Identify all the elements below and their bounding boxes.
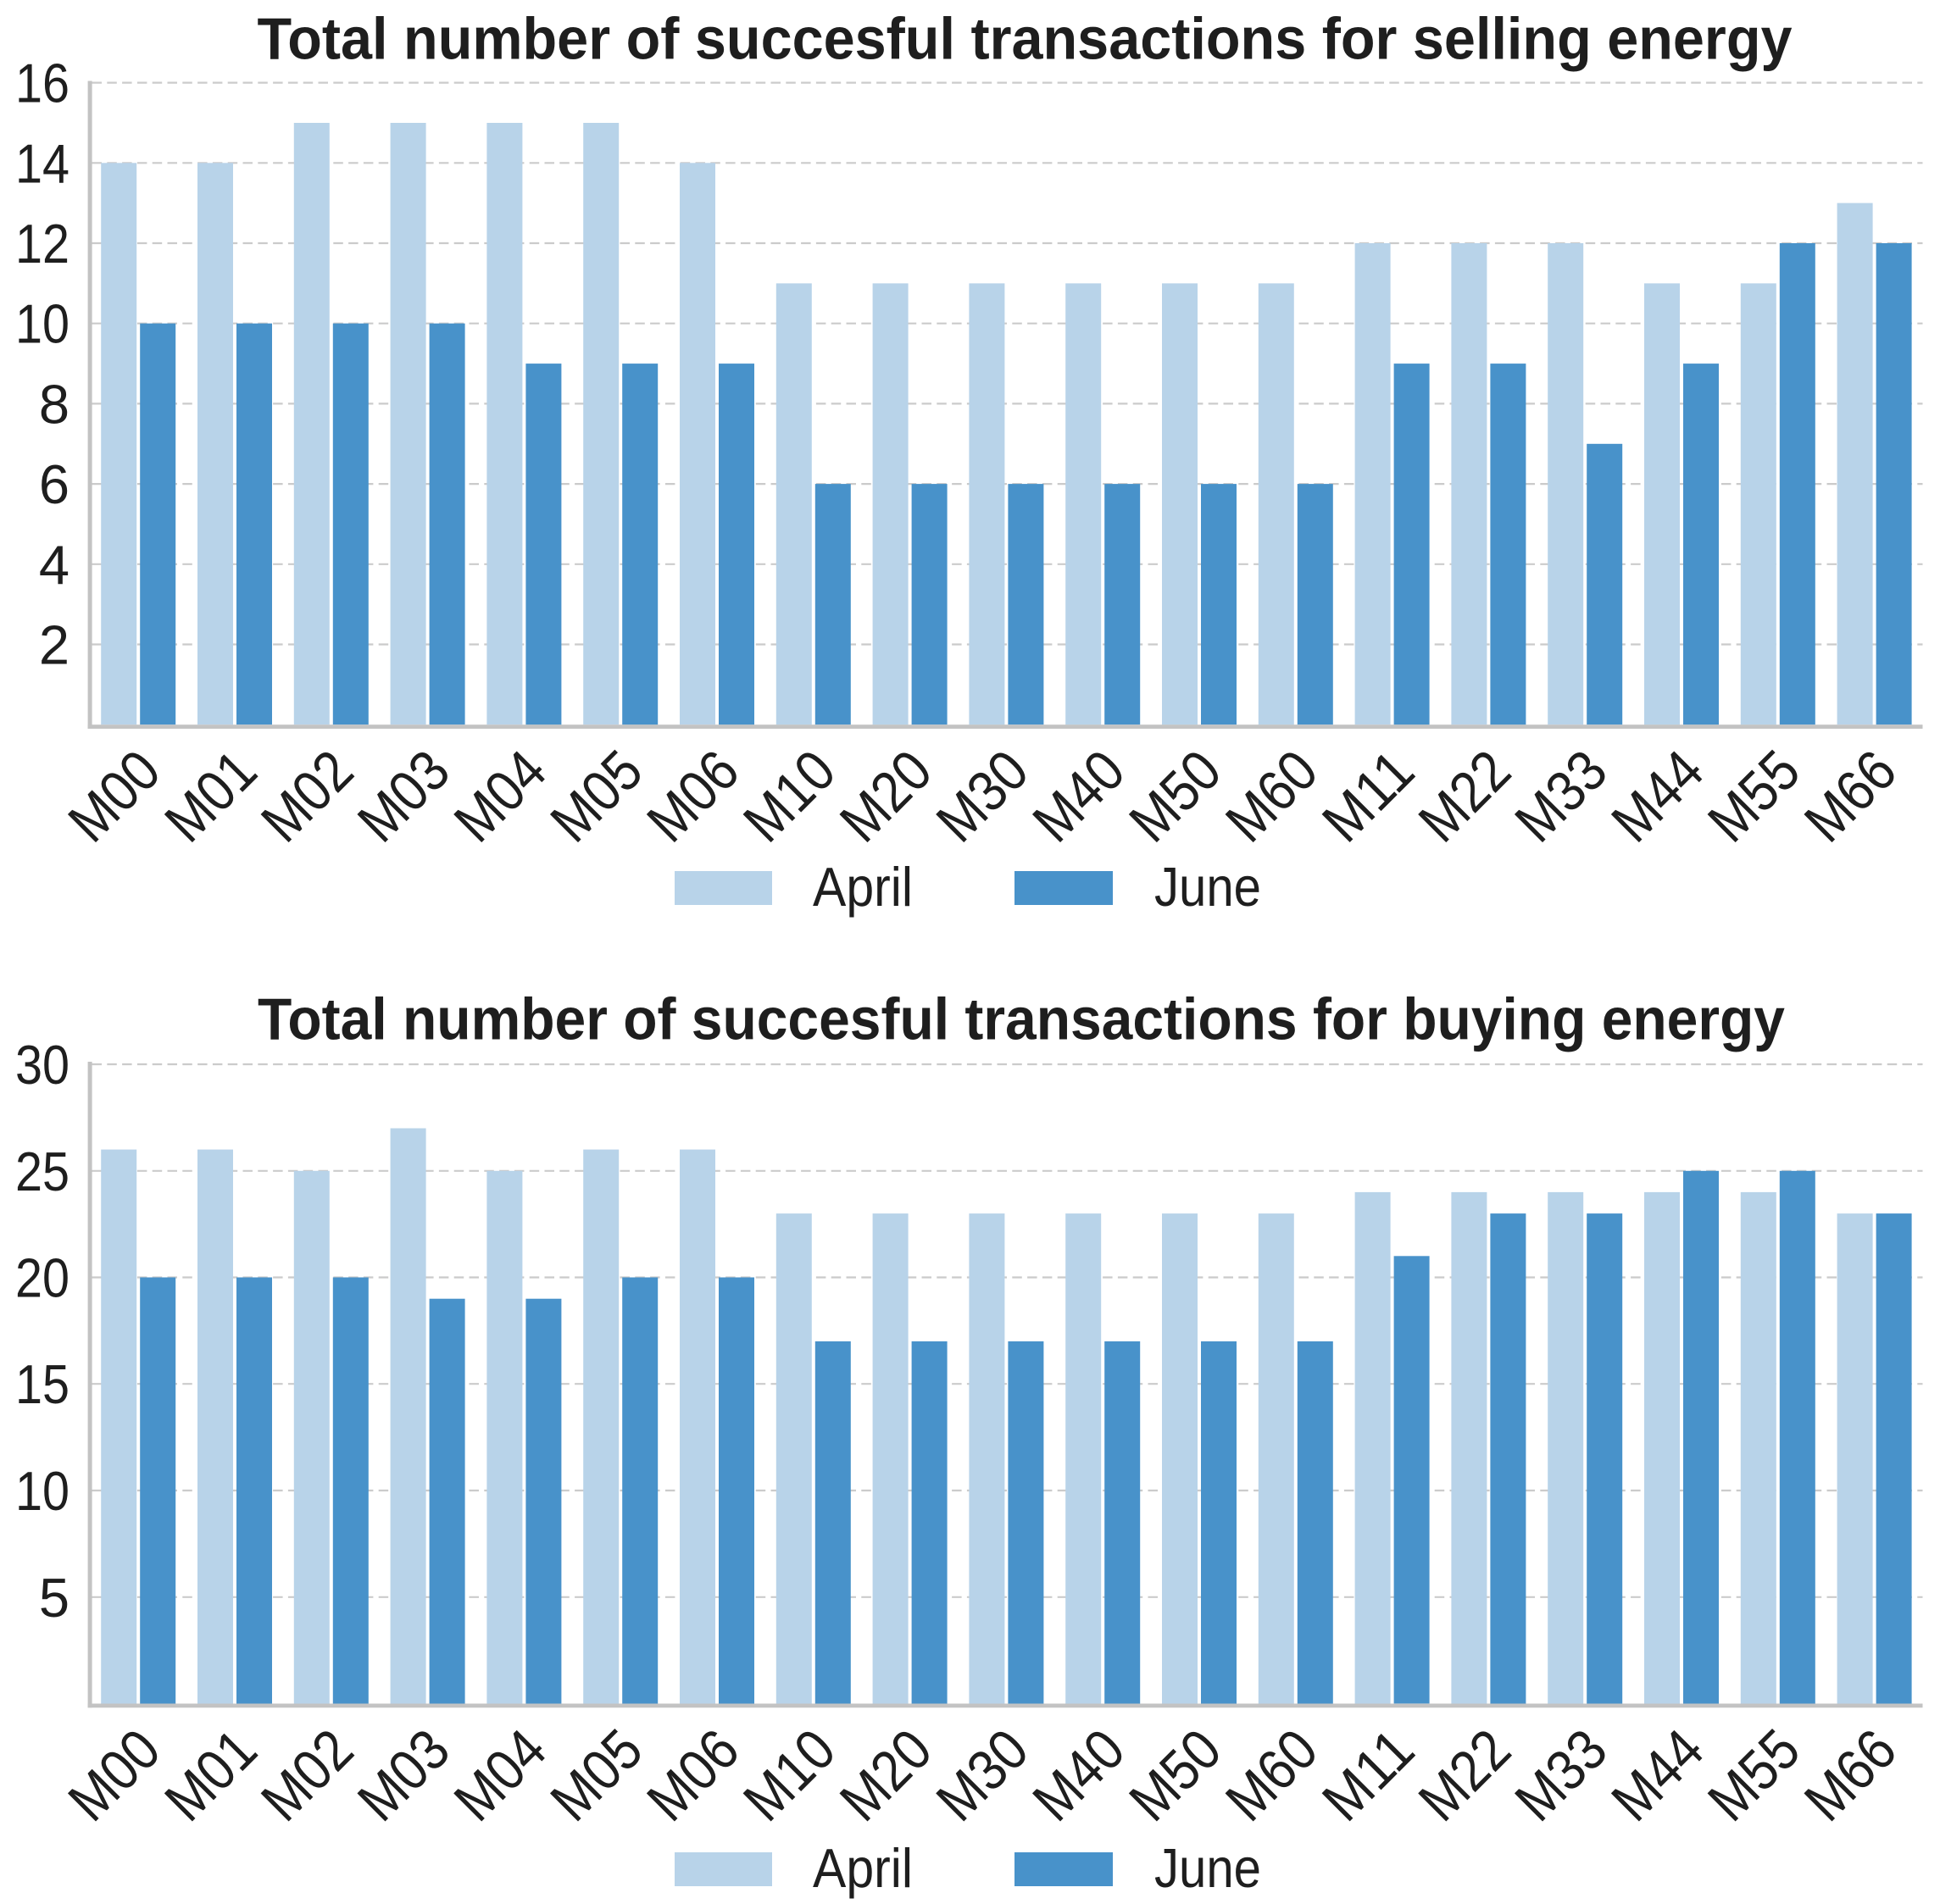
- svg-text:14: 14: [15, 132, 69, 194]
- svg-text:30: 30: [15, 1034, 69, 1096]
- svg-text:April: April: [813, 856, 913, 918]
- svg-text:10: 10: [15, 293, 69, 355]
- svg-text:2: 2: [39, 614, 69, 676]
- svg-text:20: 20: [15, 1247, 69, 1309]
- svg-text:June: June: [1154, 856, 1261, 918]
- svg-text:25: 25: [15, 1141, 69, 1202]
- svg-text:8: 8: [39, 373, 69, 435]
- svg-text:April: April: [813, 1837, 913, 1899]
- svg-text:Total number of succesful tran: Total number of succesful transactions f…: [258, 6, 1793, 72]
- svg-text:6: 6: [39, 453, 69, 515]
- svg-text:4: 4: [39, 534, 69, 596]
- svg-text:15: 15: [15, 1353, 69, 1415]
- svg-text:10: 10: [15, 1460, 69, 1522]
- svg-text:Total number of succesful tran: Total number of succesful transactions f…: [258, 986, 1785, 1052]
- svg-text:5: 5: [39, 1567, 69, 1629]
- svg-text:16: 16: [15, 53, 69, 114]
- svg-text:June: June: [1154, 1837, 1261, 1899]
- svg-text:12: 12: [15, 213, 69, 275]
